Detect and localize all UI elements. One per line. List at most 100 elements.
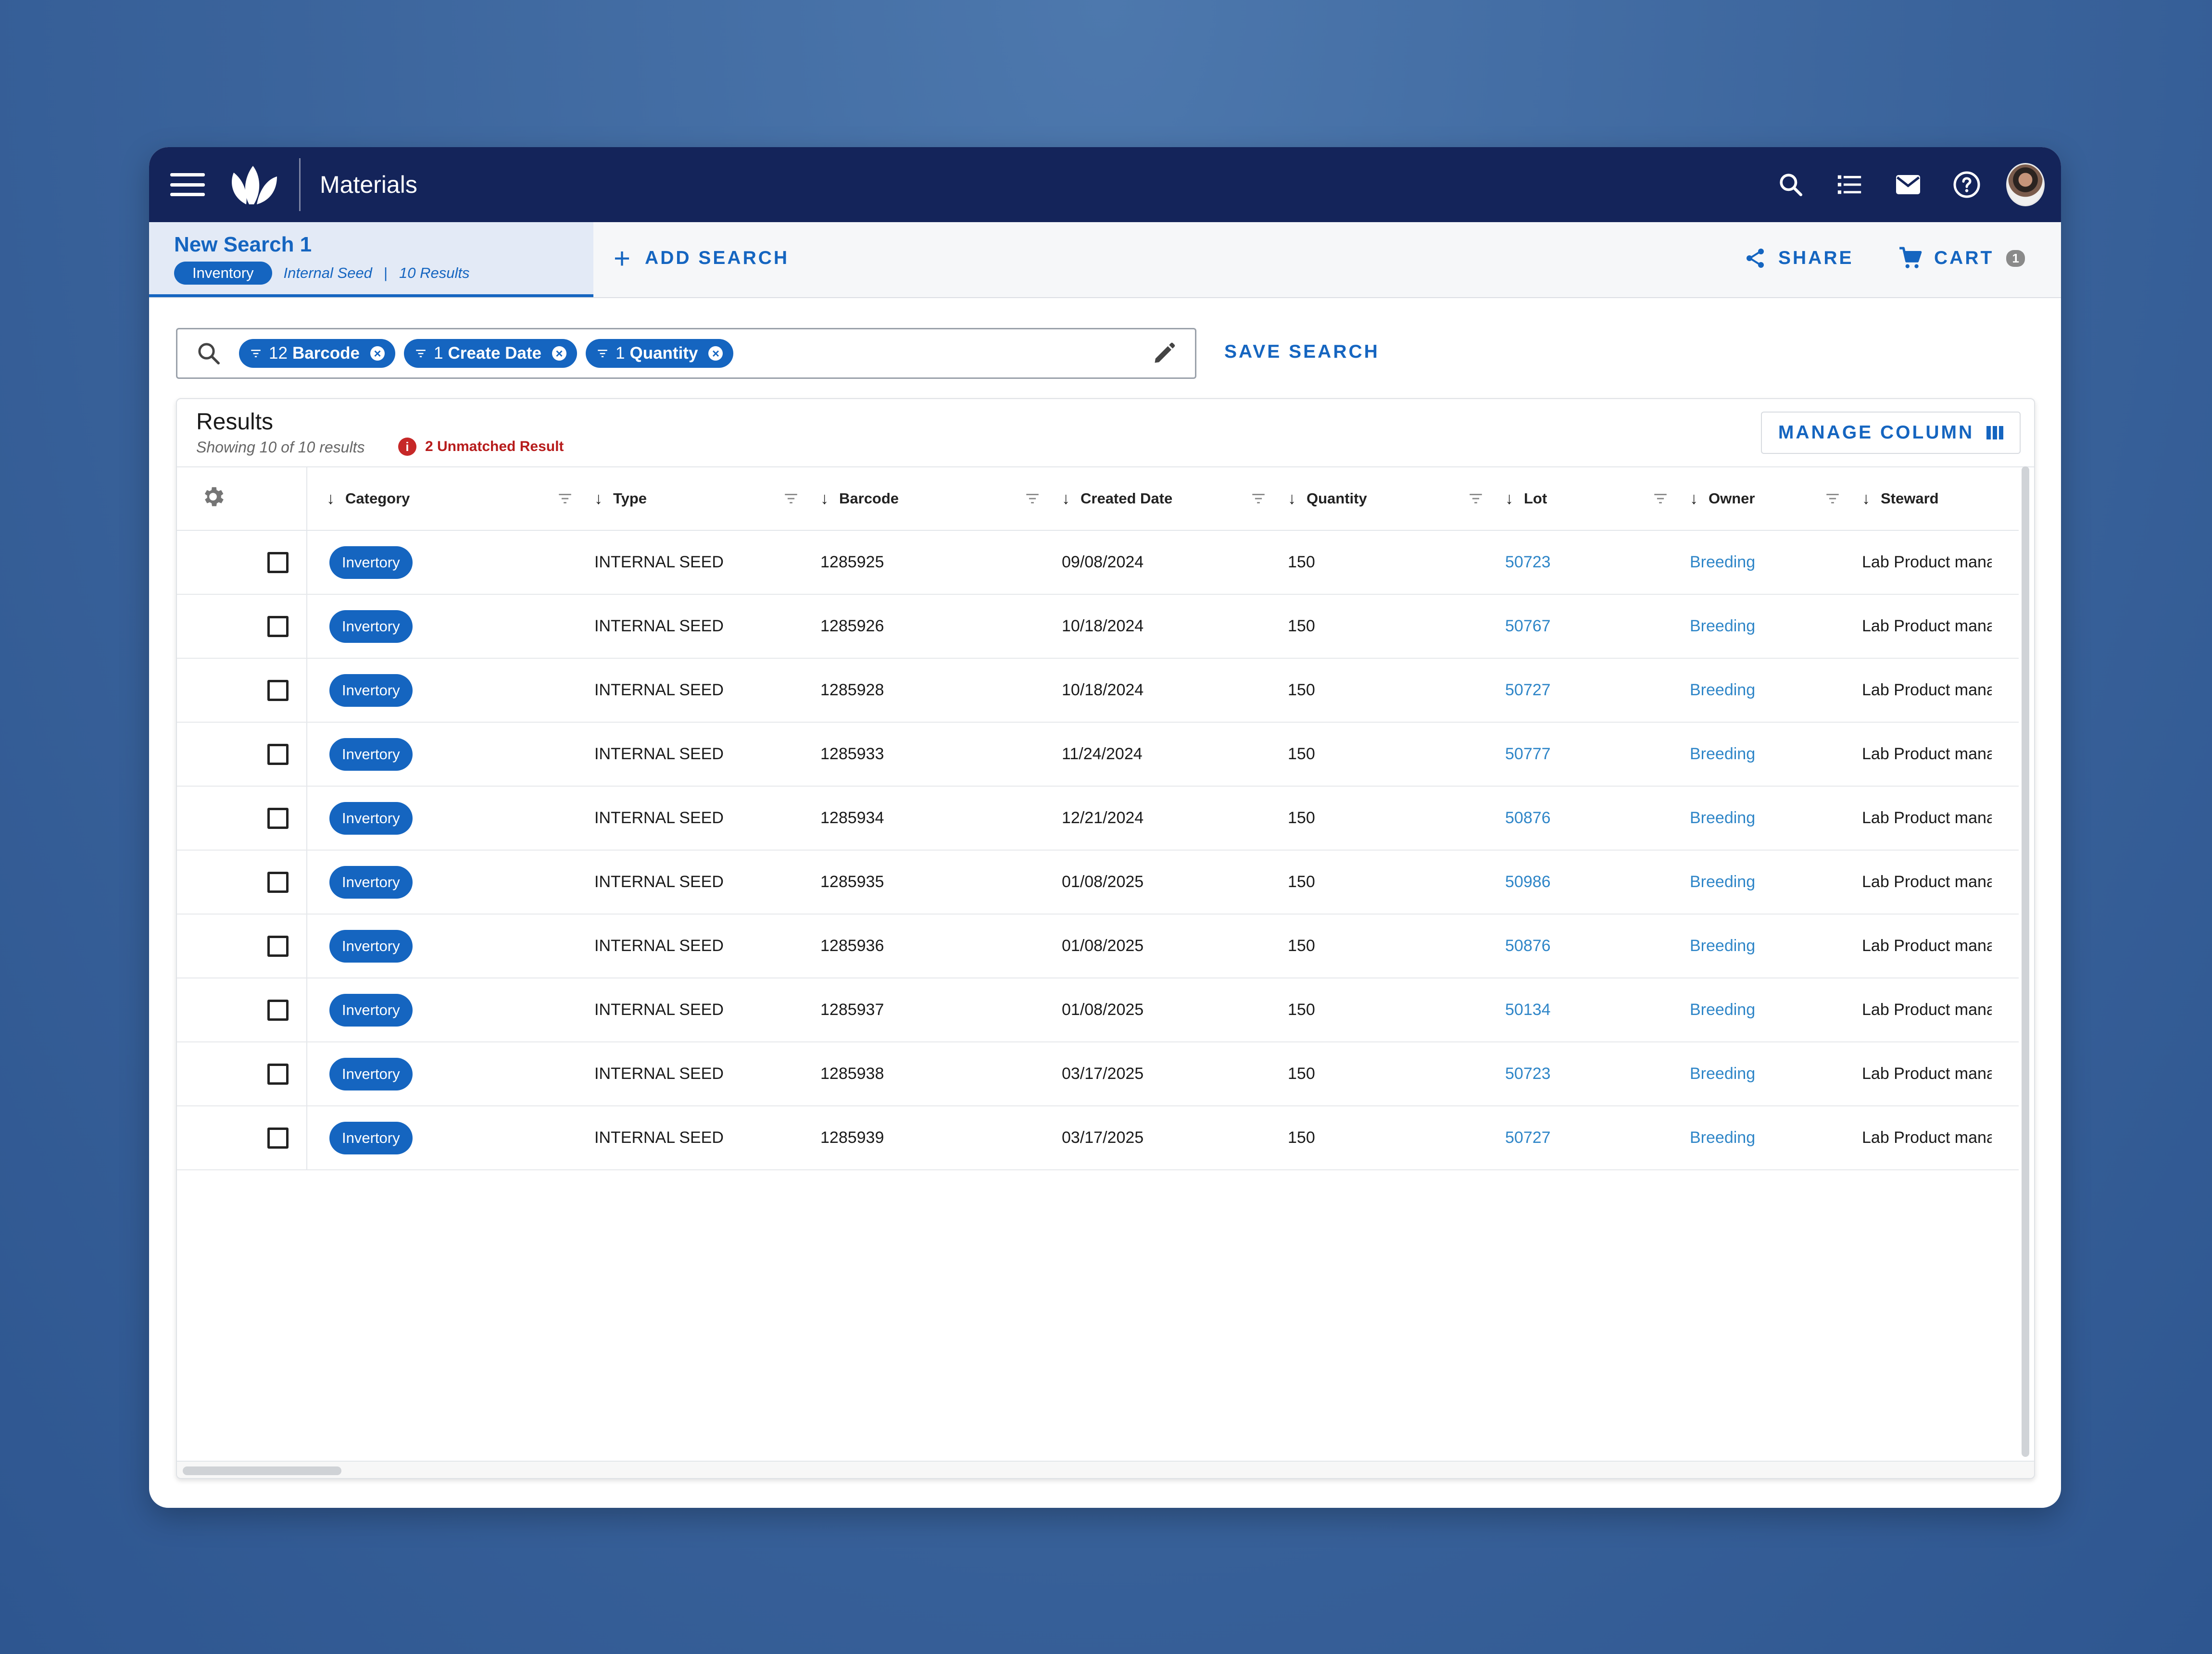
column-header-steward[interactable]: ↓ Steward: [1862, 467, 2019, 531]
table-row[interactable]: Invertory INTERNAL SEED 1285938 03/17/2025 1…: [177, 1042, 2019, 1106]
user-avatar[interactable]: [2006, 163, 2045, 206]
category-cell: Invertory: [307, 722, 594, 787]
row-checkbox[interactable]: [267, 551, 289, 573]
lot-link[interactable]: 50723: [1505, 1065, 1551, 1083]
filter-icon[interactable]: [557, 490, 573, 507]
column-header-type[interactable]: ↓ Type: [594, 467, 820, 531]
table-row[interactable]: Invertory INTERNAL SEED 1285939 03/17/2025 1…: [177, 1106, 2019, 1170]
help-icon[interactable]: [1948, 165, 1986, 204]
save-search-button[interactable]: SAVE SEARCH: [1224, 341, 1380, 362]
row-checkbox[interactable]: [267, 615, 289, 637]
sort-arrow-icon[interactable]: ↓: [820, 489, 829, 508]
lot-link[interactable]: 50876: [1505, 937, 1551, 955]
search-icon[interactable]: [1772, 165, 1810, 204]
add-search-button[interactable]: + ADD SEARCH: [614, 222, 789, 294]
owner-link[interactable]: Breeding: [1690, 809, 1756, 827]
list-icon[interactable]: [1830, 165, 1869, 204]
horizontal-scrollbar[interactable]: [183, 1466, 341, 1475]
owner-link[interactable]: Breeding: [1690, 1001, 1756, 1019]
sort-arrow-icon[interactable]: ↓: [1062, 489, 1070, 508]
row-checkbox[interactable]: [267, 871, 289, 893]
filter-icon[interactable]: [1468, 490, 1484, 507]
row-checkbox[interactable]: [267, 1127, 289, 1149]
remove-filter-icon[interactable]: ×: [552, 346, 567, 361]
cart-button[interactable]: CART 1: [1898, 222, 2025, 294]
share-icon: [1747, 249, 1764, 268]
column-header-barcode[interactable]: ↓ Barcode: [820, 467, 1062, 531]
filter-icon[interactable]: [1824, 490, 1841, 507]
filter-chip-quantity[interactable]: 1 Quantity ×: [586, 339, 734, 368]
row-checkbox[interactable]: [267, 807, 289, 829]
sort-arrow-icon[interactable]: ↓: [594, 489, 603, 508]
column-header-category[interactable]: ↓ Category: [307, 467, 594, 531]
lot-link[interactable]: 50727: [1505, 681, 1551, 699]
filter-icon[interactable]: [783, 490, 799, 507]
filter-chip-barcode[interactable]: 12 Barcode ×: [239, 339, 395, 368]
filter-icon[interactable]: [1250, 490, 1267, 507]
category-chip: Inventory: [174, 262, 272, 285]
share-button[interactable]: SHARE: [1744, 222, 1854, 294]
manage-column-label: MANAGE COLUMN: [1778, 422, 1974, 443]
pencil-icon[interactable]: [1152, 341, 1177, 366]
owner-link[interactable]: Breeding: [1690, 1065, 1756, 1083]
unmatched-results-link[interactable]: i 2 Unmatched Result: [398, 438, 564, 456]
column-header-owner[interactable]: ↓ Owner: [1690, 467, 1862, 531]
owner-link[interactable]: Breeding: [1690, 873, 1756, 891]
remove-filter-icon[interactable]: ×: [370, 346, 385, 361]
column-header-created-date[interactable]: ↓ Created Date: [1062, 467, 1288, 531]
mail-icon[interactable]: [1889, 165, 1927, 204]
sort-arrow-icon[interactable]: ↓: [1288, 489, 1296, 508]
owner-link[interactable]: Breeding: [1690, 617, 1756, 635]
filter-icon[interactable]: [1652, 490, 1669, 507]
type-cell: INTERNAL SEED: [594, 530, 820, 595]
filter-icon[interactable]: [1024, 490, 1041, 507]
row-checkbox[interactable]: [267, 1063, 289, 1085]
type-cell: INTERNAL SEED: [594, 978, 820, 1042]
row-select-cell: [177, 658, 307, 723]
remove-filter-icon[interactable]: ×: [708, 346, 723, 361]
table-row[interactable]: Invertory INTERNAL SEED 1285926 10/18/2024 1…: [177, 594, 2019, 659]
lot-cell: 50723: [1505, 1042, 1690, 1106]
barcode-cell: 1285936: [820, 914, 1062, 978]
row-checkbox[interactable]: [267, 679, 289, 701]
vertical-scrollbar[interactable]: [2022, 466, 2029, 1457]
owner-cell: Breeding: [1690, 722, 1862, 787]
row-checkbox[interactable]: [267, 999, 289, 1021]
lot-link[interactable]: 50723: [1505, 553, 1551, 571]
table-row[interactable]: Invertory INTERNAL SEED 1285928 10/18/2024 1…: [177, 658, 2019, 723]
owner-cell: Breeding: [1690, 1106, 1862, 1170]
sort-arrow-icon[interactable]: ↓: [1862, 489, 1870, 508]
column-header-lot[interactable]: ↓ Lot: [1505, 467, 1690, 531]
owner-link[interactable]: Breeding: [1690, 937, 1756, 955]
owner-link[interactable]: Breeding: [1690, 1128, 1756, 1147]
quantity-cell: 150: [1288, 786, 1505, 851]
plus-icon: +: [614, 242, 631, 275]
table-row[interactable]: Invertory INTERNAL SEED 1285935 01/08/2025 1…: [177, 850, 2019, 915]
table-row[interactable]: Invertory INTERNAL SEED 1285937 01/08/2025 1…: [177, 978, 2019, 1042]
owner-link[interactable]: Breeding: [1690, 745, 1756, 763]
filter-chip-create-date[interactable]: 1 Create Date ×: [404, 339, 578, 368]
table-row[interactable]: Invertory INTERNAL SEED 1285925 09/08/2024 1…: [177, 530, 2019, 595]
gear-icon[interactable]: [200, 484, 226, 510]
table-row[interactable]: Invertory INTERNAL SEED 1285934 12/21/2024 1…: [177, 786, 2019, 851]
search-filter-bar[interactable]: 12 Barcode × 1 Create Date × 1 Quantity …: [176, 328, 1196, 379]
row-checkbox[interactable]: [267, 935, 289, 957]
lot-link[interactable]: 50876: [1505, 809, 1551, 827]
search-tab-new-search-1[interactable]: New Search 1 Inventory Internal Seed | 1…: [149, 222, 593, 297]
lot-link[interactable]: 50777: [1505, 745, 1551, 763]
manage-column-button[interactable]: MANAGE COLUMN: [1761, 412, 2021, 454]
lot-link[interactable]: 50986: [1505, 873, 1551, 891]
column-header-quantity[interactable]: ↓ Quantity: [1288, 467, 1505, 531]
table-row[interactable]: Invertory INTERNAL SEED 1285933 11/24/2024 1…: [177, 722, 2019, 787]
sort-arrow-icon[interactable]: ↓: [327, 489, 335, 508]
lot-link[interactable]: 50134: [1505, 1001, 1551, 1019]
owner-link[interactable]: Breeding: [1690, 553, 1756, 571]
lot-link[interactable]: 50727: [1505, 1128, 1551, 1147]
hamburger-menu-icon[interactable]: [170, 173, 205, 196]
sort-arrow-icon[interactable]: ↓: [1690, 489, 1698, 508]
lot-link[interactable]: 50767: [1505, 617, 1551, 635]
row-checkbox[interactable]: [267, 743, 289, 765]
sort-arrow-icon[interactable]: ↓: [1505, 489, 1513, 508]
table-row[interactable]: Invertory INTERNAL SEED 1285936 01/08/2025 1…: [177, 914, 2019, 978]
owner-link[interactable]: Breeding: [1690, 681, 1756, 699]
